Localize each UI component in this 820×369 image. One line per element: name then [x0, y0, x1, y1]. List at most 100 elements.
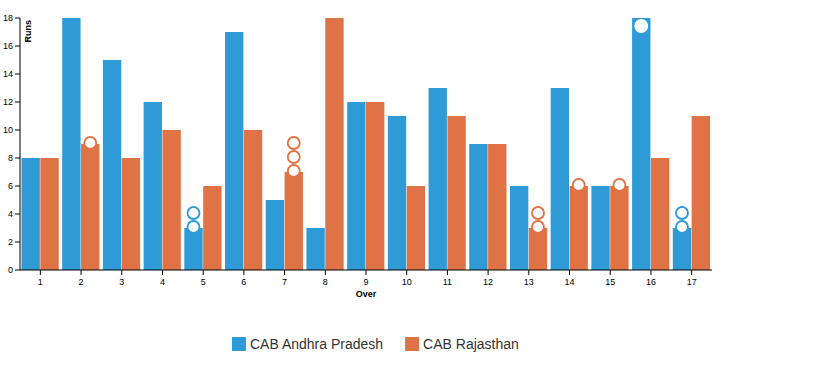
legend-swatch	[405, 337, 419, 351]
bar	[325, 18, 343, 270]
x-tick-label: 10	[402, 277, 412, 287]
y-axis-label: Runs	[23, 20, 33, 43]
bar	[285, 172, 303, 270]
bar	[347, 102, 365, 270]
y-tick	[15, 214, 20, 215]
x-tick-label: 5	[201, 277, 206, 287]
bar	[144, 102, 162, 270]
x-tick	[203, 270, 204, 275]
y-tick-label: 8	[8, 153, 13, 163]
bar	[103, 60, 121, 270]
y-tick-label: 4	[8, 209, 13, 219]
wicket-marker	[613, 179, 625, 191]
y-tick-label: 18	[3, 13, 13, 23]
legend-swatch	[232, 337, 246, 351]
wicket-marker	[532, 221, 544, 233]
y-tick	[15, 130, 20, 131]
x-tick-label: 15	[605, 277, 615, 287]
bar	[203, 186, 221, 270]
wicket-marker	[635, 20, 647, 32]
wicket-marker	[288, 151, 300, 163]
bar	[447, 116, 465, 270]
x-tick-label: 13	[524, 277, 534, 287]
x-tick-label: 11	[443, 277, 452, 287]
x-tick-label: 9	[363, 277, 368, 287]
bar	[122, 158, 140, 270]
y-tick	[15, 186, 20, 187]
bar	[591, 186, 609, 270]
bar	[407, 186, 425, 270]
wicket-marker	[676, 221, 688, 233]
y-tick-label: 6	[8, 181, 13, 191]
x-tick	[650, 270, 651, 275]
chart: 024681012141618Runs123456789101112131415…	[0, 0, 820, 369]
bar	[244, 130, 262, 270]
x-tick-label: 7	[282, 277, 287, 287]
y-tick	[15, 46, 20, 47]
bar	[266, 200, 284, 270]
y-tick	[15, 270, 20, 271]
x-tick	[284, 270, 285, 275]
x-tick	[569, 270, 570, 275]
bar	[610, 186, 628, 270]
y-tick-label: 14	[3, 69, 13, 79]
bar	[81, 144, 99, 270]
wicket-marker	[288, 165, 300, 177]
y-tick-label: 10	[3, 125, 13, 135]
x-tick	[447, 270, 448, 275]
y-tick	[15, 158, 20, 159]
bar	[22, 158, 40, 270]
bar	[469, 144, 487, 270]
wicket-marker	[188, 207, 200, 219]
bar	[651, 158, 669, 270]
bar	[306, 228, 324, 270]
x-tick	[325, 270, 326, 275]
bar	[429, 88, 447, 270]
bar	[62, 18, 80, 270]
x-tick	[366, 270, 367, 275]
bar	[366, 102, 384, 270]
bar	[551, 88, 569, 270]
x-tick	[121, 270, 122, 275]
bar	[673, 228, 691, 270]
bar	[632, 18, 650, 270]
x-tick-label: 16	[646, 277, 656, 287]
y-tick	[15, 242, 20, 243]
x-tick-label: 1	[38, 277, 43, 287]
wicket-marker	[84, 137, 96, 149]
y-tick-label: 0	[8, 265, 13, 275]
wicket-marker	[288, 137, 300, 149]
x-tick	[40, 270, 41, 275]
bar	[510, 186, 528, 270]
x-tick-label: 3	[119, 277, 124, 287]
x-tick-label: 4	[160, 277, 165, 287]
x-tick	[610, 270, 611, 275]
x-tick-label: 2	[79, 277, 84, 287]
bar	[488, 144, 506, 270]
wicket-marker	[532, 207, 544, 219]
bar	[570, 186, 588, 270]
y-axis	[20, 18, 21, 270]
x-tick-label: 12	[483, 277, 493, 287]
x-axis-label: Over	[356, 289, 377, 299]
wicket-marker	[188, 221, 200, 233]
bar	[225, 32, 243, 270]
bars	[22, 18, 711, 270]
y-tick-label: 12	[3, 97, 13, 107]
bar	[162, 130, 180, 270]
wicket-marker	[676, 207, 688, 219]
y-tick	[15, 74, 20, 75]
bar	[529, 228, 547, 270]
x-tick-label: 8	[323, 277, 328, 287]
x-tick	[691, 270, 692, 275]
wicket-marker	[573, 179, 585, 191]
x-tick-label: 17	[687, 277, 697, 287]
x-tick-label: 14	[565, 277, 575, 287]
x-tick	[406, 270, 407, 275]
x-tick	[488, 270, 489, 275]
y-tick-label: 16	[3, 41, 13, 51]
legend-label: CAB Rajasthan	[423, 336, 519, 352]
y-tick-label: 2	[8, 237, 13, 247]
bar	[40, 158, 58, 270]
bar	[388, 116, 406, 270]
